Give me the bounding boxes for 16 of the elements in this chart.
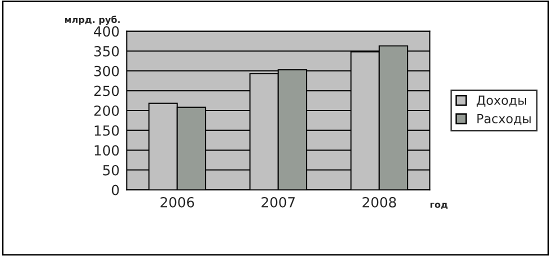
y-tick-label: 250 xyxy=(94,86,119,96)
y-axis-title: млрд. руб. xyxy=(65,16,120,25)
y-tick-label: 400 xyxy=(94,26,119,37)
legend-label: Доходы xyxy=(476,96,526,107)
x-tick-label: 2008 xyxy=(362,196,396,208)
y-tick-label: 150 xyxy=(94,125,119,136)
y-tick-label: 100 xyxy=(94,145,119,156)
y-tick-label: 300 xyxy=(94,66,119,76)
x-axis-title: год xyxy=(430,202,448,210)
y-tick-label: 50 xyxy=(103,164,119,176)
y-tick-label: 200 xyxy=(94,105,119,116)
x-tick-label: 2006 xyxy=(160,196,194,208)
legend-label: Расходы xyxy=(477,114,531,125)
x-tick-label: 2007 xyxy=(262,196,295,208)
y-tick-label: 0 xyxy=(112,184,119,196)
y-tick-label: 350 xyxy=(94,46,119,56)
